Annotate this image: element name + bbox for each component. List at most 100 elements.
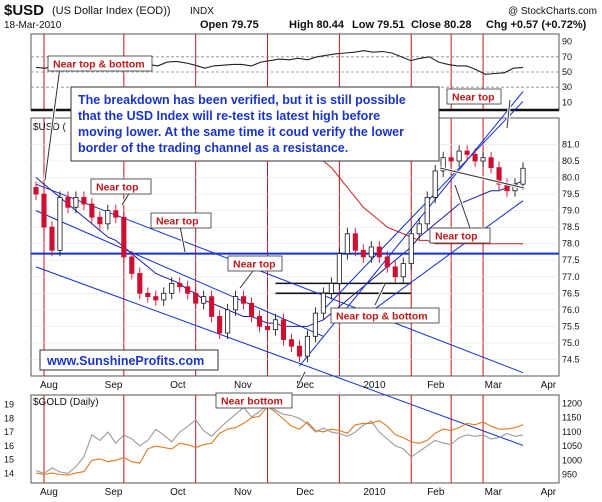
x-tick-label-price: Apr — [541, 380, 557, 391]
candle-body — [520, 167, 526, 185]
x-tick-label-gold: Oct — [170, 487, 186, 498]
gold-left-tick-label: 14 — [4, 468, 14, 478]
gold-panel-title: $GOLD (Daily) — [33, 397, 99, 408]
label-near-bottom-box — [215, 392, 293, 409]
annotation-line-2: that the USD Index will re-test its late… — [78, 109, 380, 123]
label-near-top-2: Near top — [156, 216, 199, 228]
price-tick-label: 80.5 — [562, 156, 580, 166]
rsi-tick-label: 50 — [562, 67, 572, 77]
price-tick-label: 75.0 — [562, 338, 580, 348]
header-change: Chg +0.57 (+0.72%) — [486, 19, 587, 31]
copyright: @ StockCharts.com — [508, 6, 597, 17]
x-tick-label-price: Nov — [234, 380, 252, 391]
annotation-box — [70, 86, 440, 162]
candle-body — [113, 210, 119, 218]
candle-body — [81, 196, 87, 205]
label-near-top-2-box — [150, 212, 212, 229]
candle-body — [241, 296, 247, 304]
x-tick-label-gold: Feb — [427, 487, 445, 498]
candle-body — [233, 296, 239, 311]
header-high: High 80.44 — [289, 19, 345, 31]
gold-right-tick-label: 1000 — [562, 455, 582, 465]
pointer-near-top-2 — [179, 225, 186, 253]
candle-body — [472, 153, 478, 162]
candle-body — [209, 296, 215, 317]
price-tick-label: 76.5 — [562, 288, 580, 298]
rsi-tick-label: 10 — [562, 97, 572, 107]
candle-body — [217, 316, 223, 334]
candle-body — [432, 170, 438, 198]
annotation-line-1: The breakdown has been verified, but it … — [78, 93, 406, 107]
candle-body — [312, 312, 318, 337]
label-near-top-3-box — [227, 255, 283, 272]
label-near-top-1-box — [90, 178, 152, 195]
price-tick-label: 80.0 — [562, 173, 580, 183]
candle-body — [121, 216, 127, 258]
candle-body — [185, 286, 191, 294]
candle-body — [336, 253, 342, 284]
candle-body — [408, 233, 414, 264]
x-tick-label-gold: Mar — [485, 487, 503, 498]
pointer-rsi-near-top — [506, 99, 511, 129]
gold-left-tick-label: 18 — [4, 413, 14, 423]
annotation-line-3: moving lower. At the same time it coud v… — [78, 125, 404, 139]
header-date: 18-Mar-2010 — [4, 20, 62, 31]
rsi-tick-label: 30 — [562, 82, 572, 92]
x-tick-label-price: 2010 — [363, 380, 386, 391]
x-tick-label-price: Dec — [296, 380, 314, 391]
label-near-top-bottom: Near top & bottom — [336, 311, 428, 323]
gold-right-tick-label: 1050 — [562, 441, 582, 451]
label-rsi-near-top-bottom-box — [47, 55, 153, 72]
gold-right-tick-label: 1100 — [562, 427, 581, 437]
moving-average-ma200 — [315, 154, 523, 245]
pointer-rsi-near-top-bottom — [44, 66, 61, 181]
candle-body — [49, 226, 55, 251]
label-near-top-5: Near top — [435, 231, 478, 243]
gold-left-tick-label: 19 — [4, 400, 14, 410]
rsi-tick-label: 70 — [562, 52, 572, 62]
x-tick-label-price: Feb — [427, 380, 445, 391]
candle-body — [225, 309, 231, 334]
candle-body — [400, 263, 406, 278]
gold-panel-frame — [30, 394, 560, 484]
candle-body — [424, 196, 430, 225]
gold-left-tick-label: 16 — [4, 441, 14, 451]
candle-body — [41, 193, 47, 228]
candle-body — [89, 203, 95, 218]
candle-body — [328, 282, 334, 294]
candle-body — [416, 223, 422, 235]
price-tick-label: 77.5 — [562, 255, 580, 265]
candle-body — [456, 150, 462, 162]
label-near-top-5-box — [429, 227, 491, 244]
candle-body — [272, 319, 279, 331]
candle-body — [440, 157, 446, 172]
price-tick-label: 74.5 — [562, 354, 580, 364]
candle-body — [264, 325, 271, 331]
header-exchange: INDX — [190, 6, 214, 17]
header-low: Low 79.51 — [352, 19, 405, 31]
x-tick-label-gold: Dec — [296, 487, 314, 498]
price-tick-label: 78.0 — [562, 239, 580, 249]
gold-left-tick-label: 15 — [4, 455, 14, 465]
label-rsi-near-top-bottom: Near top & bottom — [53, 59, 145, 71]
candle-body — [57, 196, 63, 251]
x-tick-label-price: Mar — [485, 380, 503, 391]
gold-right-tick-label: 1200 — [562, 399, 582, 409]
header-close: Close 80.28 — [411, 19, 472, 31]
candle-body — [256, 316, 263, 327]
x-tick-label-price: Sep — [105, 380, 123, 391]
watermark-box — [39, 349, 219, 371]
candle-body — [496, 167, 502, 185]
label-rsi-near-top: Near top — [452, 92, 495, 104]
price-tick-label: 79.5 — [562, 189, 580, 199]
gold-series-orange — [35, 405, 524, 476]
gold-left-tick-label: 17 — [4, 427, 14, 437]
pointer-near-top-bottom — [374, 283, 386, 306]
candle-body — [137, 273, 143, 294]
gold-right-tick-label: 950 — [562, 469, 577, 479]
price-tick-label: 76.0 — [562, 305, 580, 315]
candle-body — [448, 157, 454, 162]
candle-body — [464, 150, 470, 155]
label-near-top-bottom-box — [330, 307, 440, 324]
gold-right-tick-label: 1150 — [562, 413, 581, 423]
